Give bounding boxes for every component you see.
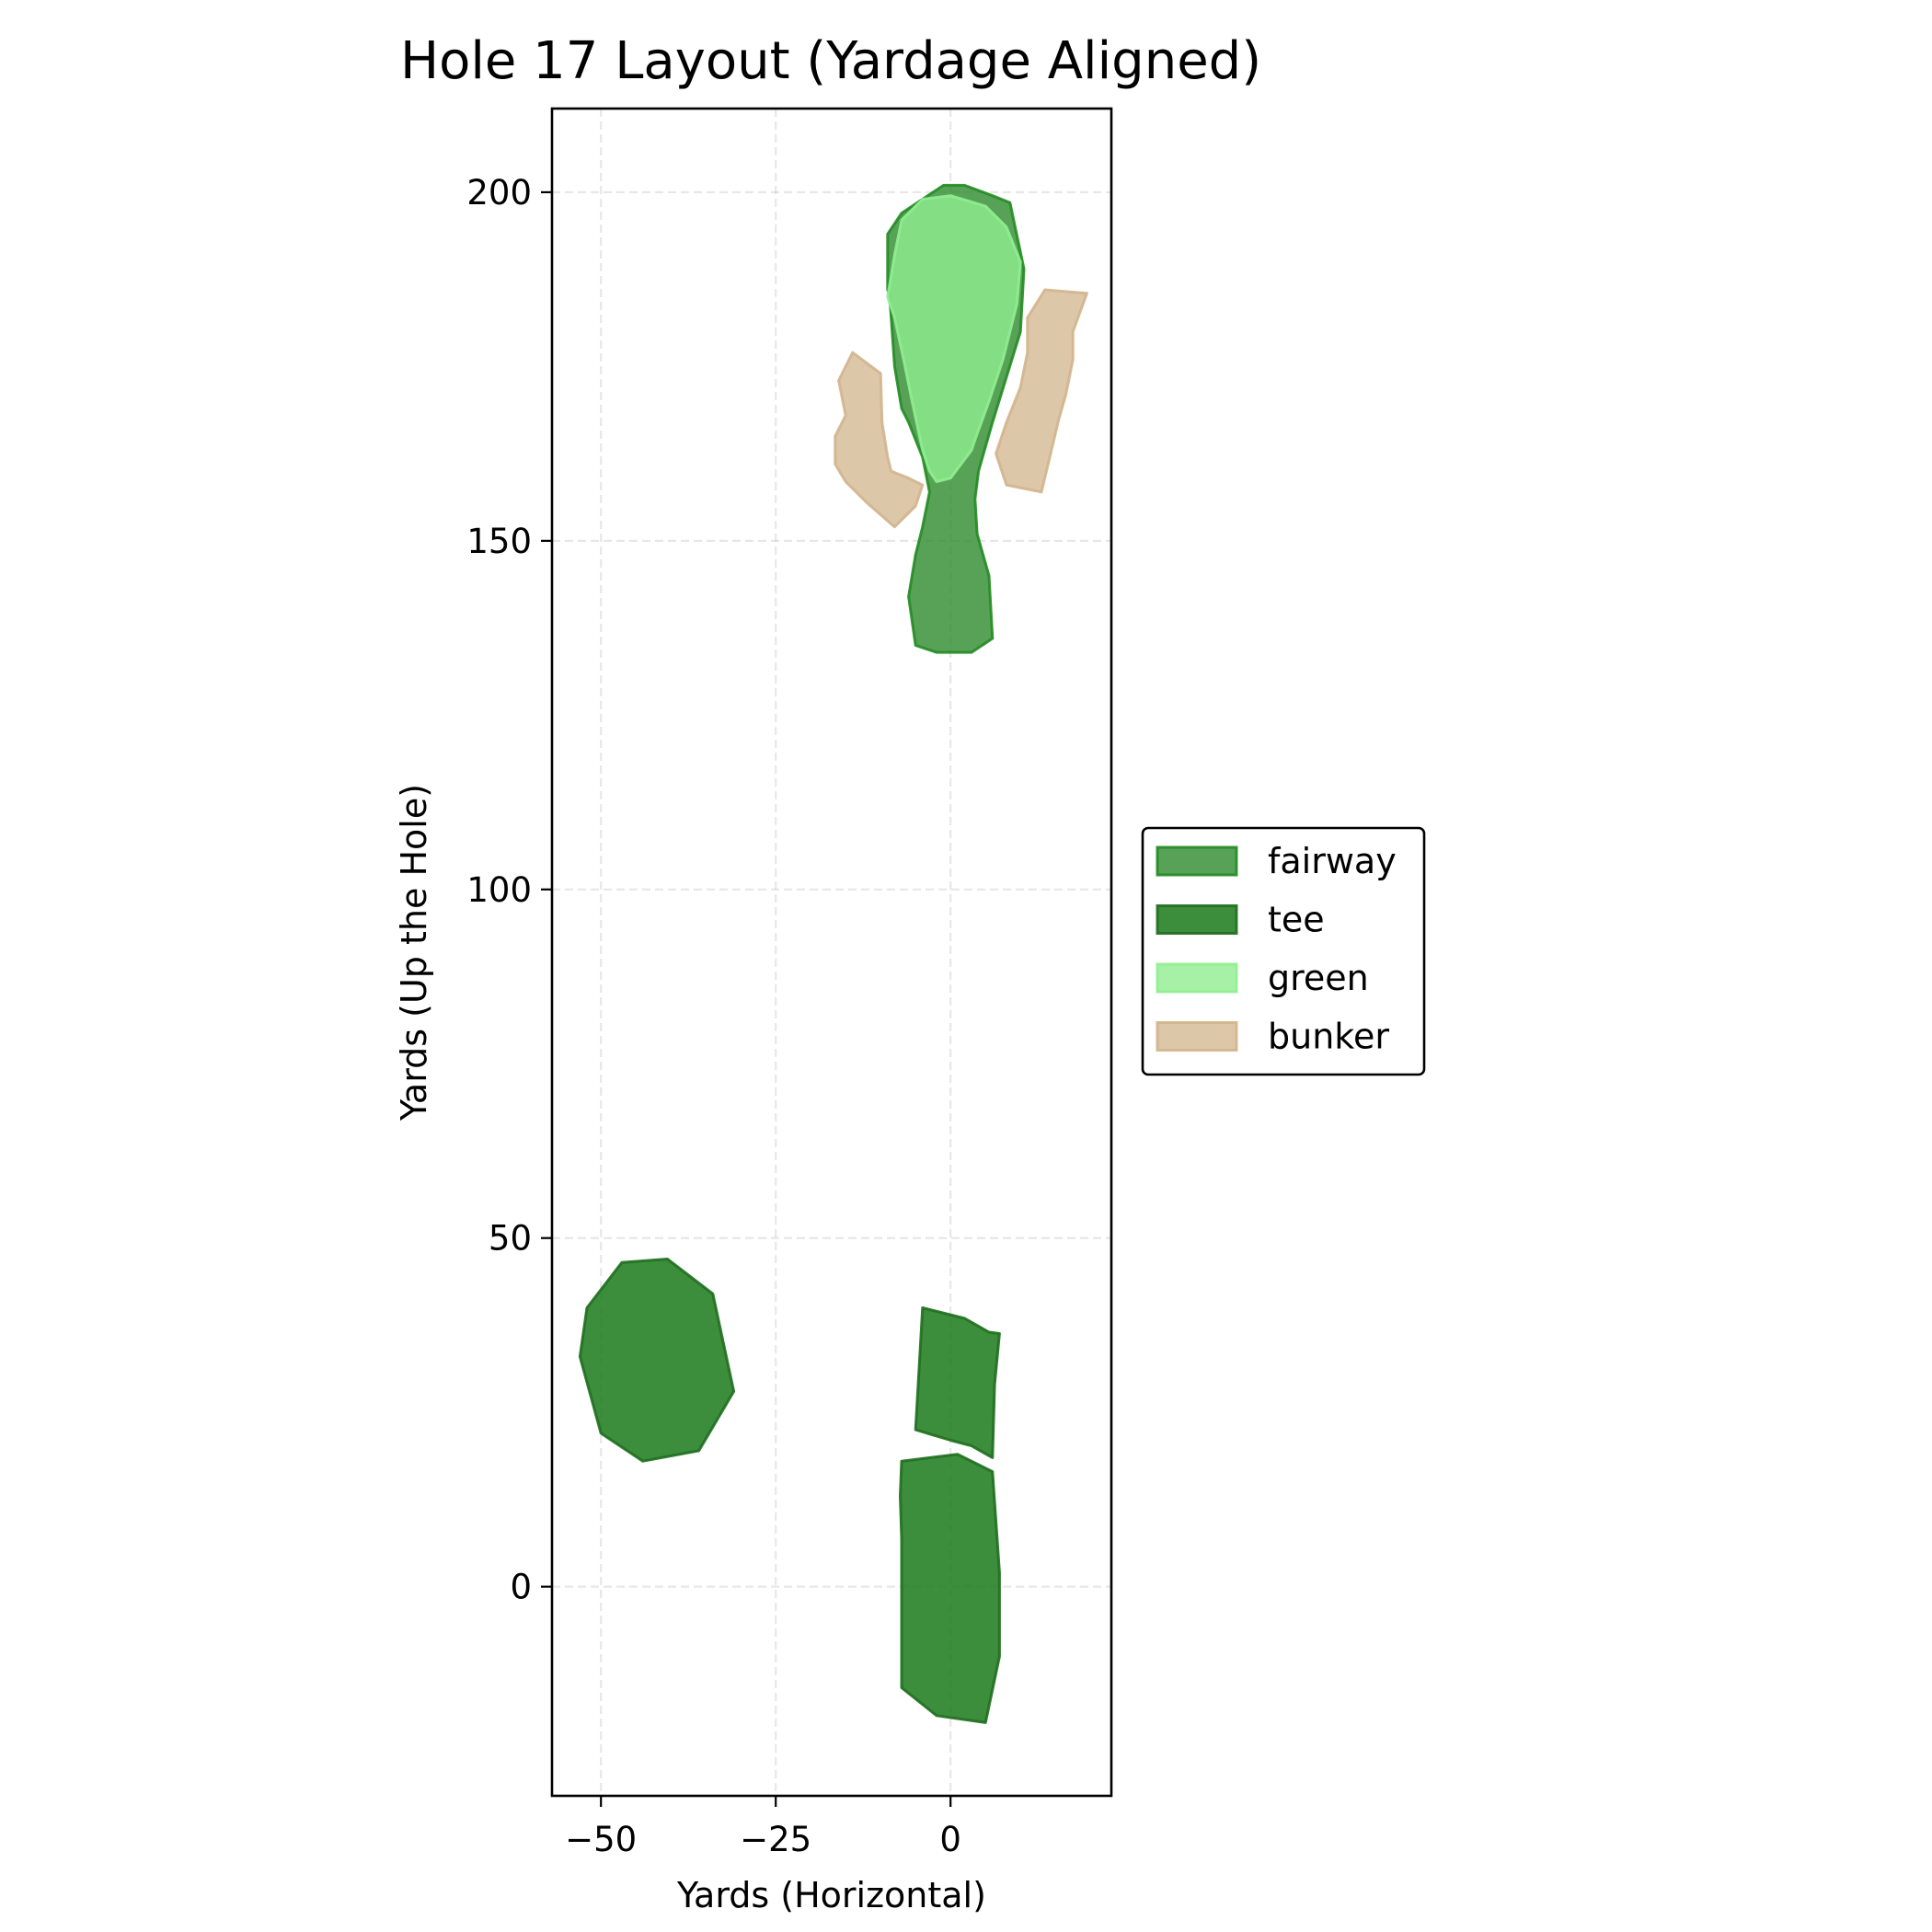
legend-label-bunker: bunker bbox=[1268, 1017, 1389, 1057]
y-tick-label: 50 bbox=[489, 1219, 532, 1259]
y-tick-label: 150 bbox=[466, 522, 532, 561]
bunker-polygon bbox=[834, 351, 925, 529]
y-tick-label: 0 bbox=[510, 1568, 532, 1607]
y-tick-label: 200 bbox=[466, 173, 532, 213]
y-axis-label: Yards (Up the Hole) bbox=[394, 784, 434, 1121]
legend-swatch-bunker bbox=[1156, 1021, 1238, 1052]
chart-title: Hole 17 Layout (Yardage Aligned) bbox=[400, 31, 1261, 91]
y-tick-label: 100 bbox=[466, 870, 532, 910]
legend-label-tee: tee bbox=[1268, 900, 1325, 940]
legend-label-fairway: fairway bbox=[1268, 841, 1397, 881]
plot-area bbox=[578, 183, 1088, 1724]
tee-polygon bbox=[914, 1306, 1001, 1459]
x-tick-label: 0 bbox=[939, 1820, 961, 1859]
legend-swatch-fairway bbox=[1156, 845, 1238, 877]
green-polygon bbox=[886, 194, 1022, 483]
tee-polygon bbox=[899, 1453, 1001, 1724]
axes-frame bbox=[550, 107, 1113, 1798]
legend-label-green: green bbox=[1268, 958, 1369, 998]
legend-swatch-green bbox=[1156, 962, 1238, 994]
legend: fairway tee green bunker bbox=[1141, 826, 1426, 1076]
bunker-polygon bbox=[995, 288, 1088, 494]
tee-polygon bbox=[578, 1258, 736, 1463]
axis-ticks: −50 −25 0 0 50 100 150 200 bbox=[466, 173, 961, 1859]
legend-swatch-tee bbox=[1156, 904, 1238, 935]
x-axis-label: Yards (Horizontal) bbox=[676, 1875, 986, 1915]
x-tick-label: −50 bbox=[565, 1820, 637, 1859]
x-tick-label: −25 bbox=[740, 1820, 811, 1859]
legend-frame bbox=[1141, 826, 1426, 1076]
